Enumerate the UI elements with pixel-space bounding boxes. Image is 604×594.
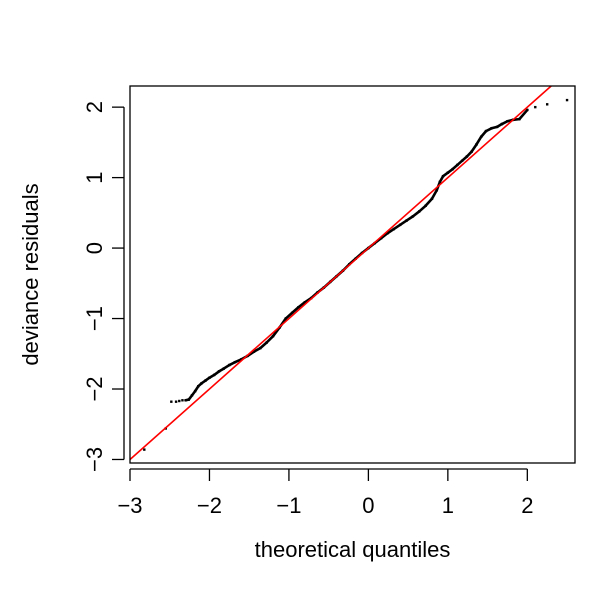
x-tick-label: −3 (117, 493, 142, 518)
data-point (545, 103, 549, 106)
y-tick-label: 0 (82, 242, 107, 254)
data-point-trace (411, 210, 421, 218)
data-point-trace (259, 341, 268, 350)
data-point-trace (470, 143, 478, 153)
data-point-trace (379, 231, 389, 240)
x-tick-label: 2 (521, 493, 533, 518)
y-tick-label: −3 (82, 447, 107, 472)
data-point-trace (265, 334, 275, 344)
data-point-trace (475, 135, 483, 146)
x-tick-label: −2 (197, 493, 222, 518)
data-point (143, 448, 146, 451)
reference-line (129, 85, 552, 461)
data-point-trace (518, 108, 529, 121)
data-point-trace (290, 305, 300, 315)
data-point-trace (417, 204, 427, 213)
data-point (170, 400, 173, 403)
x-axis-label: theoretical quantiles (255, 537, 451, 562)
x-axis: −3 −2 −1 0 1 2 (117, 468, 533, 518)
data-point (174, 400, 178, 403)
y-axis-label: deviance residuals (18, 183, 43, 365)
data-point-trace (271, 326, 281, 338)
data-point-trace (430, 188, 439, 201)
data-point-trace (424, 197, 434, 208)
y-tick-label: −2 (82, 376, 107, 401)
data-point (178, 399, 181, 403)
y-axis: −3 −2 −1 0 1 2 (82, 101, 125, 472)
data-point (181, 399, 184, 402)
data-point (565, 98, 569, 102)
x-tick-label: 0 (362, 493, 374, 518)
x-tick-label: 1 (442, 493, 454, 518)
plot-frame (129, 85, 576, 464)
data-point-trace (297, 301, 307, 309)
data-point-trace (284, 311, 294, 320)
y-tick-label: 1 (82, 171, 107, 183)
y-tick-label: −1 (82, 306, 107, 331)
y-tick-label: 2 (82, 101, 107, 113)
data-point (534, 105, 537, 109)
x-tick-label: −1 (276, 493, 301, 518)
